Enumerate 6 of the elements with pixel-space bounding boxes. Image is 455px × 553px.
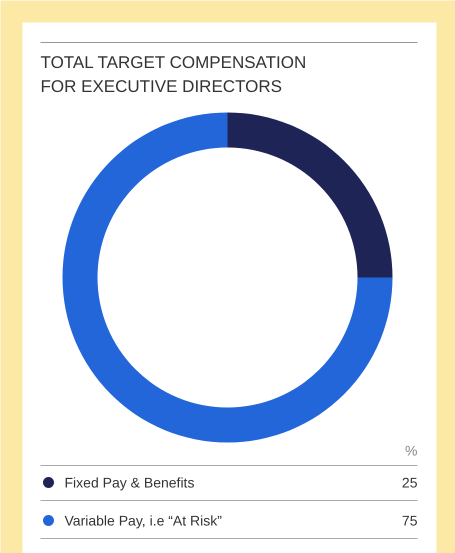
legend-title: % [405, 442, 418, 458]
data-label: 75 [402, 512, 418, 528]
chart-title: TOTAL TARGET COMPENSATION FOR EXECUTIVE DIRECTORS [40, 53, 306, 96]
legend-label: Variable Pay, i.e “At Risk” [64, 512, 222, 528]
data-label: 25 [402, 474, 418, 490]
legend-label: Fixed Pay & Benefits [64, 474, 194, 490]
